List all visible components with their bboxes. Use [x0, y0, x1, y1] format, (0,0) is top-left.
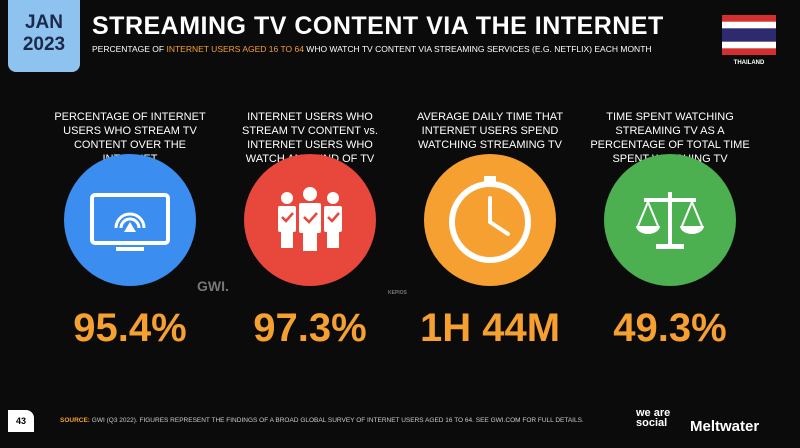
country: THAILAND [733, 60, 765, 66]
panel-value: 1H 44M [419, 306, 561, 350]
date-badge: JAN 2023 [8, 0, 80, 72]
source-label: SOURCE: [60, 417, 90, 424]
brand-we-are-social: we are social [636, 407, 671, 429]
subtitle: PERCENTAGE OF INTERNET USERS AGED 16 TO … [92, 44, 652, 54]
title: STREAMING TV CONTENT VIA THE INTERNET [92, 12, 664, 40]
source-text: GWI (Q3 2022). FIGURES REPRESENT THE FIN… [89, 417, 584, 424]
panel-label: INTERNET USERS WHO STREAM TV CONTENT vs.… [242, 111, 378, 165]
kepios-logo: KEPIOS [388, 290, 407, 296]
gwi-logo: GWI. [197, 278, 229, 294]
flag [722, 15, 776, 55]
panel-value: 49.3% [613, 306, 727, 350]
people-icon [244, 154, 376, 286]
subtitle-text: PERCENTAGE OF [92, 44, 167, 54]
source: SOURCE: GWI (Q3 2022). FIGURES REPRESENT… [60, 417, 584, 424]
page-number: 43 [8, 410, 34, 432]
month: JAN [24, 12, 63, 33]
tv-icon [64, 154, 196, 286]
icons [64, 154, 736, 286]
subtitle-highlight: INTERNET USERS AGED 16 TO 64 [166, 44, 304, 54]
panel-label: AVERAGE DAILY TIME THAT INTERNET USERS S… [416, 111, 564, 151]
clock-icon [424, 154, 556, 286]
panel-value: 97.3% [253, 306, 367, 350]
panel-value: 95.4% [73, 306, 187, 350]
year: 2023 [22, 34, 66, 55]
brand-meltwater: Meltwater [690, 418, 760, 435]
subtitle-text: WHO WATCH TV CONTENT VIA STREAMING SERVI… [303, 44, 652, 54]
scales-icon [604, 154, 736, 286]
